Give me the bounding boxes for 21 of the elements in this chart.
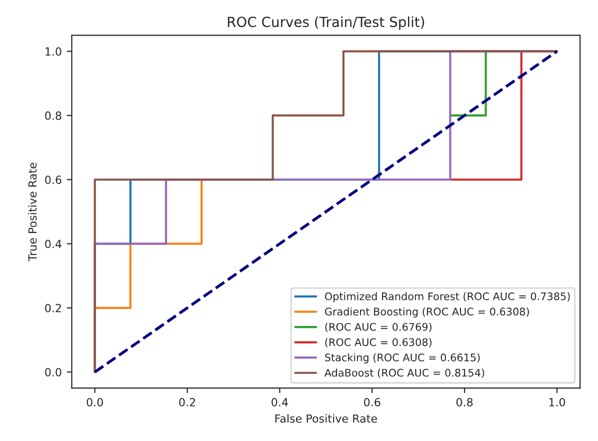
x-tick-label: 0.8: [456, 398, 473, 406]
x-tick-label: 0.6: [364, 398, 380, 406]
y-tick-label: 0.0: [45, 368, 62, 376]
y-tick-label: 0.2: [45, 304, 61, 312]
x-tick-label: 0.2: [179, 398, 196, 406]
y-axis-title: True Positive Rate: [28, 162, 37, 262]
y-tick-label: 0.4: [45, 240, 62, 248]
y-tick-label: 1.0: [46, 47, 62, 56]
legend-label: AdaBoost (ROC AUC = 0.8154): [324, 368, 484, 378]
x-tick-label: 1.0: [549, 398, 566, 406]
x-axis-title: False Positive Rate: [275, 414, 377, 423]
chart-title: ROC Curves (Train/Test Split): [228, 16, 424, 30]
legend-label: Stacking (ROC AUC = 0.6615): [325, 353, 480, 364]
legend-label: Optimized Random Forest (ROC AUC = 0.7385): [324, 292, 570, 302]
y-tick-label: 0.8: [45, 111, 62, 120]
y-tick-label: 0.6: [45, 176, 62, 184]
x-tick-label: 0.0: [86, 398, 103, 406]
legend-label: (ROC AUC = 0.6769): [325, 322, 432, 332]
legend-label: (ROC AUC = 0.6308): [325, 338, 432, 348]
x-tick-label: 0.4: [272, 398, 288, 406]
legend-label: Gradient Boosting (ROC AUC = 0.6308): [324, 307, 529, 318]
